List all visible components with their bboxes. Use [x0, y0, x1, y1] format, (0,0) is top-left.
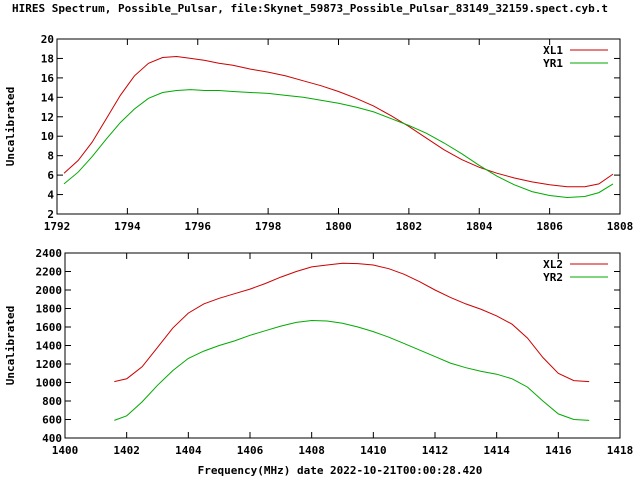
x-tick-label: 1802: [396, 220, 423, 233]
top-y-axis-label: Uncalibrated: [4, 87, 17, 166]
y-tick-label: 4: [47, 189, 54, 202]
x-tick-label: 1798: [255, 220, 282, 233]
x-tick-label: 1404: [175, 444, 202, 457]
legend-label-yr1: YR1: [543, 57, 563, 70]
y-tick-label: 10: [41, 130, 54, 143]
y-tick-label: 1200: [36, 358, 63, 371]
y-tick-label: 20: [41, 33, 54, 46]
top-y-ticks: 2 4 6 8 10 12 14 16 18 20: [41, 33, 620, 221]
y-tick-label: 8: [47, 150, 54, 163]
bottom-panel: 400 600 800 1000 1200 1400 1600 1800 2000 2200 240…: [4, 247, 633, 477]
y-tick-label: 1400: [36, 340, 63, 353]
y-tick-label: 12: [41, 111, 54, 124]
x-tick-label: 1794: [114, 220, 141, 233]
x-tick-label: 1806: [536, 220, 563, 233]
x-tick-label: 1414: [483, 444, 510, 457]
x-tick-label: 1408: [298, 444, 325, 457]
y-tick-label: 2000: [36, 284, 63, 297]
x-tick-label: 1416: [545, 444, 572, 457]
top-series-lines: [63, 55, 614, 199]
series-line-xl1: [63, 55, 614, 188]
bottom-y-axis-label: Uncalibrated: [4, 306, 17, 385]
y-tick-label: 14: [41, 91, 55, 104]
x-tick-label: 1800: [325, 220, 352, 233]
x-tick-label: 1410: [360, 444, 387, 457]
x-tick-label: 1792: [44, 220, 71, 233]
y-tick-label: 800: [42, 395, 62, 408]
legend-label-xl1: XL1: [543, 44, 563, 57]
top-plot-frame: [56, 38, 621, 215]
x-tick-label: 1804: [466, 220, 493, 233]
y-tick-label: 2: [47, 208, 54, 221]
figure-title: HIRES Spectrum, Possible_Pulsar, file:Sk…: [12, 2, 608, 15]
bottom-series-lines: [114, 262, 590, 421]
series-line-yr1: [63, 89, 614, 199]
top-x-ticks: 1792 1794 1796 1798 1800 1802 1804 1806 1808: [44, 39, 634, 233]
x-tick-label: 1400: [52, 444, 79, 457]
bottom-plot-frame: [64, 252, 621, 439]
y-tick-label: 600: [42, 414, 62, 427]
x-tick-label: 1402: [113, 444, 140, 457]
y-tick-label: 1800: [36, 303, 63, 316]
bottom-x-axis-label: Frequency(MHz) date 2022-10-21T00:00:28.…: [198, 464, 483, 477]
legend-label-xl2: XL2: [543, 258, 563, 271]
y-tick-label: 18: [41, 52, 54, 65]
x-tick-label: 1406: [237, 444, 264, 457]
series-line-xl2: [114, 262, 590, 383]
y-tick-label: 2400: [36, 247, 63, 260]
x-tick-label: 1412: [422, 444, 449, 457]
x-tick-label: 1418: [607, 444, 634, 457]
y-tick-label: 2200: [36, 266, 63, 279]
y-tick-label: 1000: [36, 377, 63, 390]
y-tick-label: 16: [41, 72, 55, 85]
x-tick-label: 1808: [607, 220, 634, 233]
y-tick-label: 1600: [36, 321, 63, 334]
x-tick-label: 1796: [185, 220, 212, 233]
top-panel: 2 4 6 8 10 12 14 16 18 20 1792 1794 1796 1798 1800 180…: [4, 33, 633, 233]
bottom-x-ticks: 1400 1402 1404 1406 1408 1410 1412 1414 1416 1418: [52, 253, 634, 457]
bottom-y-ticks: 400 600 800 1000 1200 1400 1600 1800 2000 2200 240…: [36, 247, 620, 445]
y-tick-label: 6: [47, 169, 54, 182]
series-line-yr2: [114, 319, 590, 421]
y-tick-label: 400: [42, 432, 62, 445]
legend-label-yr2: YR2: [543, 271, 563, 284]
